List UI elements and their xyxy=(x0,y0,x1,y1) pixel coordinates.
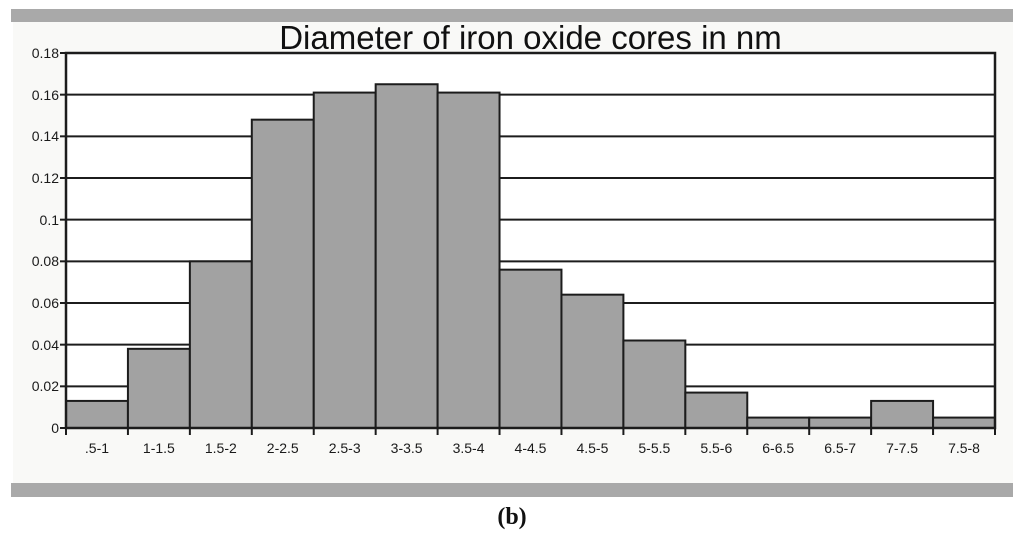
x-tick-label: 6.5-7 xyxy=(824,440,857,456)
histogram-bar xyxy=(622,339,687,429)
y-tick-label: 0.06 xyxy=(31,295,59,311)
y-tick-label: 0.14 xyxy=(31,128,59,145)
histogram-bar xyxy=(808,416,873,430)
histogram-bar xyxy=(188,260,253,429)
x-tick-label: 4.5-5 xyxy=(576,440,609,456)
y-tick-label: 0.02 xyxy=(31,378,59,395)
x-tick-label: 7-7.5 xyxy=(886,440,919,456)
histogram-svg xyxy=(60,51,997,435)
histogram-bar xyxy=(560,293,625,429)
histogram-bar xyxy=(65,399,129,429)
chart-title: Diameter of iron oxide cores in nm xyxy=(279,19,782,56)
y-tick-label: 0.18 xyxy=(31,45,59,61)
histogram-bar xyxy=(126,347,191,430)
x-tick-label: 3-3.5 xyxy=(390,440,423,456)
subfigure-caption: (b) xyxy=(497,504,527,530)
y-tick-label: 0.04 xyxy=(31,336,59,353)
x-tick-label: 6-6.5 xyxy=(762,440,795,456)
y-tick-label: 0.08 xyxy=(31,253,59,270)
histogram-bar xyxy=(684,391,749,430)
histogram-bar xyxy=(436,91,501,429)
x-axis-tick-labels: .5-1 1-1.5 1.5-2 2-2.5 2.5-3 3-3.5 3.5-4 4-4.5 4… xyxy=(66,440,995,460)
plot-border xyxy=(64,51,997,430)
y-tick-label: 0.16 xyxy=(31,86,59,103)
x-tick-label: 3.5-4 xyxy=(452,440,485,456)
y-tick-label: 0.12 xyxy=(31,170,59,186)
x-tick-label: 2.5-3 xyxy=(328,440,361,456)
x-tick-label: .5-1 xyxy=(84,440,110,456)
x-tick-label: 7.5-8 xyxy=(948,440,980,456)
y-tick-label: 0 xyxy=(51,420,59,436)
histogram-bar xyxy=(932,416,996,430)
x-tick-label: 5-5.5 xyxy=(638,440,671,456)
x-tick-label: 5.5-6 xyxy=(700,440,733,456)
histogram-plot-area xyxy=(60,51,997,435)
y-axis-tick-labels: 0 0.02 0.04 0.06 0.08 0.1 0.12 0.14 0.16 0.18 xyxy=(0,0,59,541)
x-tick-label: 1.5-2 xyxy=(204,440,237,456)
x-tick-label: 2-2.5 xyxy=(266,440,299,456)
histogram-bar xyxy=(746,416,811,430)
histogram-bar xyxy=(374,83,439,429)
bottom-gray-band xyxy=(11,483,1013,497)
y-tick-label: 0.1 xyxy=(39,211,59,228)
histogram-bar xyxy=(250,118,315,430)
histogram-bar xyxy=(870,399,935,429)
histogram-bar xyxy=(312,91,377,429)
top-gray-band xyxy=(11,9,1013,22)
histogram-bar xyxy=(498,268,563,429)
x-tick-label: 4-4.5 xyxy=(514,440,547,456)
x-tick-label: 1-1.5 xyxy=(142,440,175,456)
